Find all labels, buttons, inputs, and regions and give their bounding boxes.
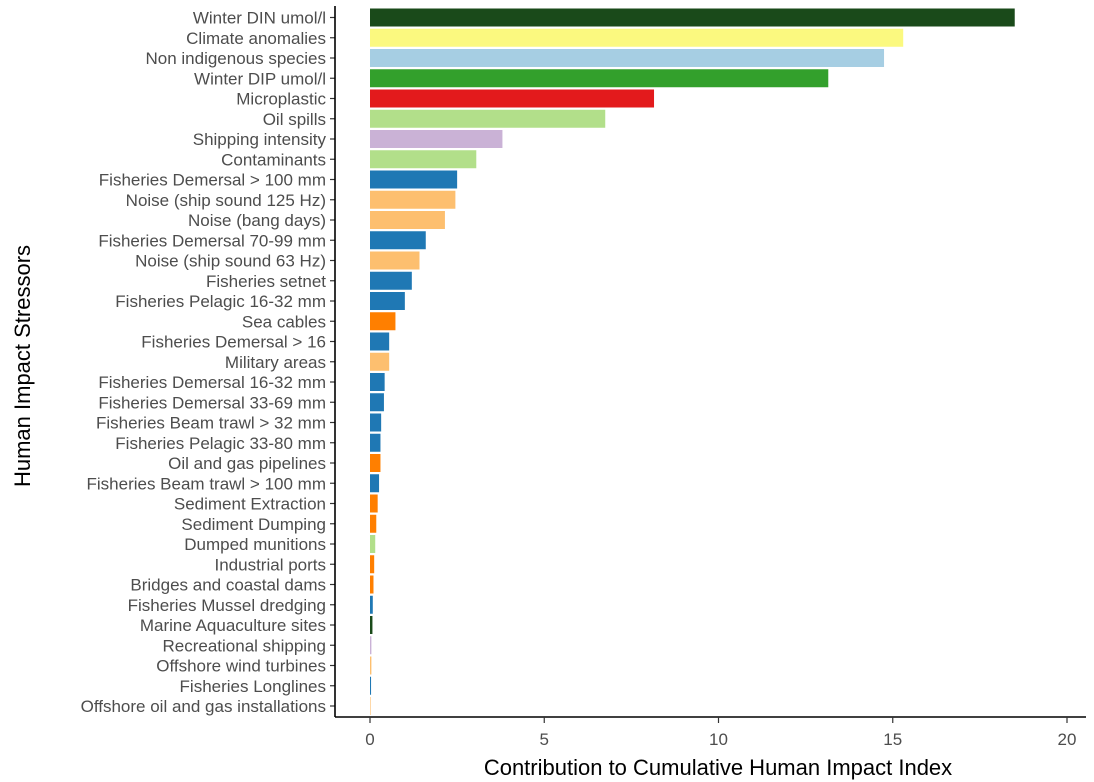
category-label: Oil spills [263,110,326,129]
axes-group [334,6,1086,718]
bar [370,271,412,290]
bar [370,373,385,391]
category-label: Fisheries Pelagic 16-32 mm [115,292,326,311]
category-label: Fisheries Demersal 70-99 mm [98,231,326,250]
category-label: Microplastic [236,90,326,109]
x-ticks-group: 0 5 10 15 20 [365,717,1076,749]
bar [370,676,372,695]
x-tick-label: 0 [365,730,374,749]
category-label: Contaminants [221,150,326,169]
category-label: Marine Aquaculture sites [140,616,326,635]
category-label: Non indigenous species [145,49,326,68]
bar [370,535,376,553]
bar [370,312,396,331]
bar [370,89,655,108]
category-label: Oil and gas pipelines [168,454,326,473]
category-label: Sediment Extraction [174,495,326,514]
bar [370,616,373,634]
category-label: Military areas [225,353,326,372]
x-axis-title: Contribution to Cumulative Human Impact … [484,755,952,780]
bar [370,28,904,47]
bar [370,514,377,533]
category-label: Recreational shipping [163,636,327,655]
bar [370,332,390,351]
category-label: Industrial ports [215,555,327,574]
bar [370,575,374,594]
bar [370,292,405,310]
category-label: Fisheries Mussel dredging [128,596,326,615]
category-label: Offshore wind turbines [156,657,326,676]
category-label: Fisheries Pelagic 33-80 mm [115,434,326,453]
category-label: Shipping intensity [193,130,327,149]
bar [370,251,420,270]
bar [370,494,378,513]
bars-group [370,8,1015,715]
category-label: Dumped munitions [184,535,326,554]
bar [370,130,503,148]
category-label: Fisheries Demersal 33-69 mm [98,393,326,412]
category-label: Fisheries Demersal > 100 mm [99,171,326,190]
bar [370,352,390,371]
category-label: Fisheries Beam trawl > 100 mm [87,474,327,493]
bar [370,433,381,452]
bar [370,636,372,655]
bar [370,697,371,715]
bar [370,555,375,574]
bar [370,393,384,412]
category-label: Fisheries setnet [206,272,326,291]
bar [370,69,829,88]
bar [370,211,445,229]
category-label: Noise (bang days) [188,211,326,230]
bar [370,474,380,493]
bar [370,109,606,128]
category-label: Offshore oil and gas installations [81,697,326,716]
category-label: Noise (ship sound 63 Hz) [135,252,326,271]
bar [370,150,477,169]
y-axis-title: Human Impact Stressors [10,245,35,487]
category-label: Climate anomalies [186,29,326,48]
category-label: Noise (ship sound 125 Hz) [126,191,326,210]
x-tick-label: 10 [709,730,728,749]
bar [370,8,1015,27]
bar [370,454,381,472]
bar [370,49,885,67]
x-tick-label: 20 [1058,730,1077,749]
bar [370,413,382,432]
x-tick-label: 5 [540,730,549,749]
category-label: Fisheries Demersal 16-32 mm [98,373,326,392]
bar [370,656,372,675]
category-label: Fisheries Beam trawl > 32 mm [96,414,326,433]
bar [370,595,373,614]
category-label: Bridges and coastal dams [130,576,326,595]
category-label: Sea cables [242,312,326,331]
bar [370,190,456,209]
bar [370,170,458,189]
category-label: Fisheries Longlines [180,677,326,696]
category-label: Sediment Dumping [181,515,326,534]
x-tick-label: 15 [883,730,902,749]
bar [370,231,426,250]
category-label: Fisheries Demersal > 16 [141,333,326,352]
category-label: Winter DIN umol/l [193,9,326,28]
category-label: Winter DIP umol/l [194,69,326,88]
